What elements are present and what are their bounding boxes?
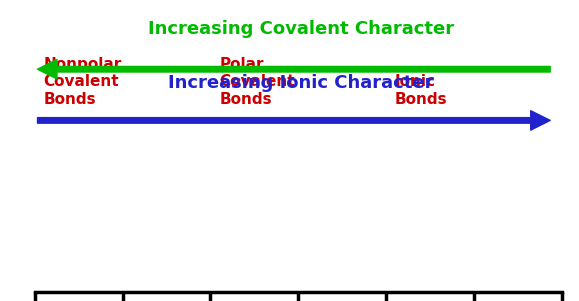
Text: Increasing Covalent Character: Increasing Covalent Character	[148, 20, 454, 38]
Text: Increasing Ionic Character: Increasing Ionic Character	[168, 74, 434, 92]
Text: Ionic
Bonds: Ionic Bonds	[395, 74, 448, 107]
Text: Polar
Covalent
Bonds: Polar Covalent Bonds	[219, 57, 295, 107]
Text: Nonpolar
Covalent
Bonds: Nonpolar Covalent Bonds	[43, 57, 122, 107]
